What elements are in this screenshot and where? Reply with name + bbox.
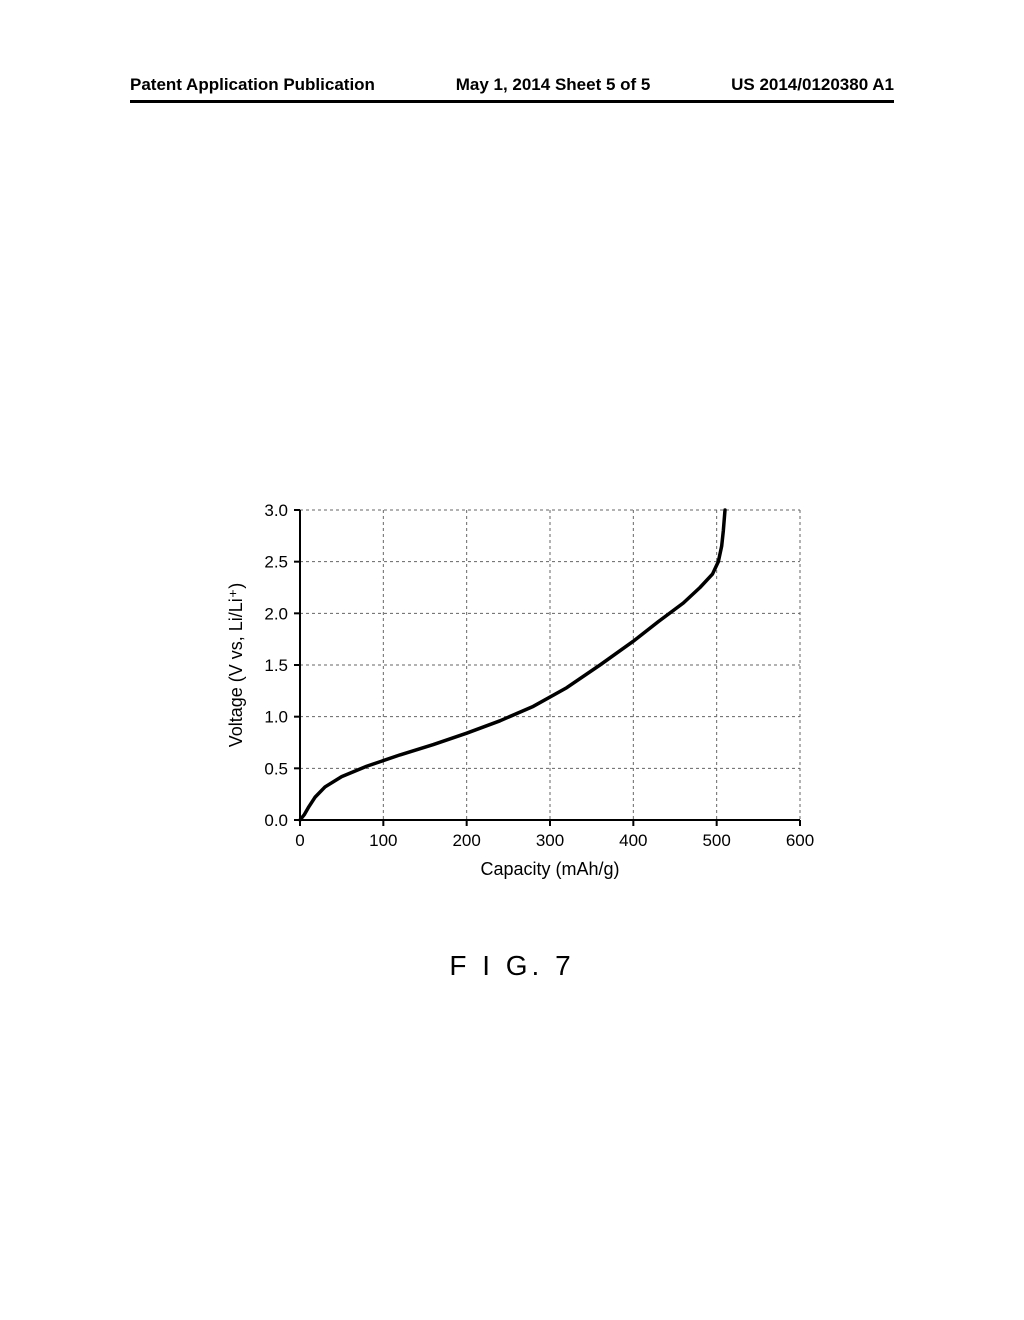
svg-text:500: 500: [702, 831, 730, 850]
patent-header: Patent Application Publication May 1, 20…: [130, 75, 894, 103]
svg-text:Voltage (V vs, Li/Li⁺): Voltage (V vs, Li/Li⁺): [226, 583, 246, 748]
svg-text:2.5: 2.5: [264, 553, 288, 572]
figure-label: F I G. 7: [0, 950, 1024, 982]
svg-text:600: 600: [786, 831, 814, 850]
svg-text:0: 0: [295, 831, 304, 850]
svg-text:1.5: 1.5: [264, 656, 288, 675]
header-right: US 2014/0120380 A1: [731, 75, 894, 95]
svg-text:Capacity (mAh/g): Capacity (mAh/g): [480, 859, 619, 879]
svg-text:300: 300: [536, 831, 564, 850]
svg-text:2.0: 2.0: [264, 604, 288, 623]
svg-text:1.0: 1.0: [264, 708, 288, 727]
svg-text:400: 400: [619, 831, 647, 850]
svg-text:100: 100: [369, 831, 397, 850]
header-left: Patent Application Publication: [130, 75, 375, 95]
voltage-capacity-chart: 0 100 200 300 400 500 600 0.0 0.5 1.0 1.5 2.0 2.5 3.0…: [200, 470, 840, 910]
chart-svg: 0 100 200 300 400 500 600 0.0 0.5 1.0 1.5 2.0 2.5 3.0…: [200, 470, 840, 910]
header-center: May 1, 2014 Sheet 5 of 5: [456, 75, 651, 95]
svg-text:200: 200: [452, 831, 480, 850]
svg-text:3.0: 3.0: [264, 501, 288, 520]
svg-text:0.5: 0.5: [264, 759, 288, 778]
svg-text:0.0: 0.0: [264, 811, 288, 830]
